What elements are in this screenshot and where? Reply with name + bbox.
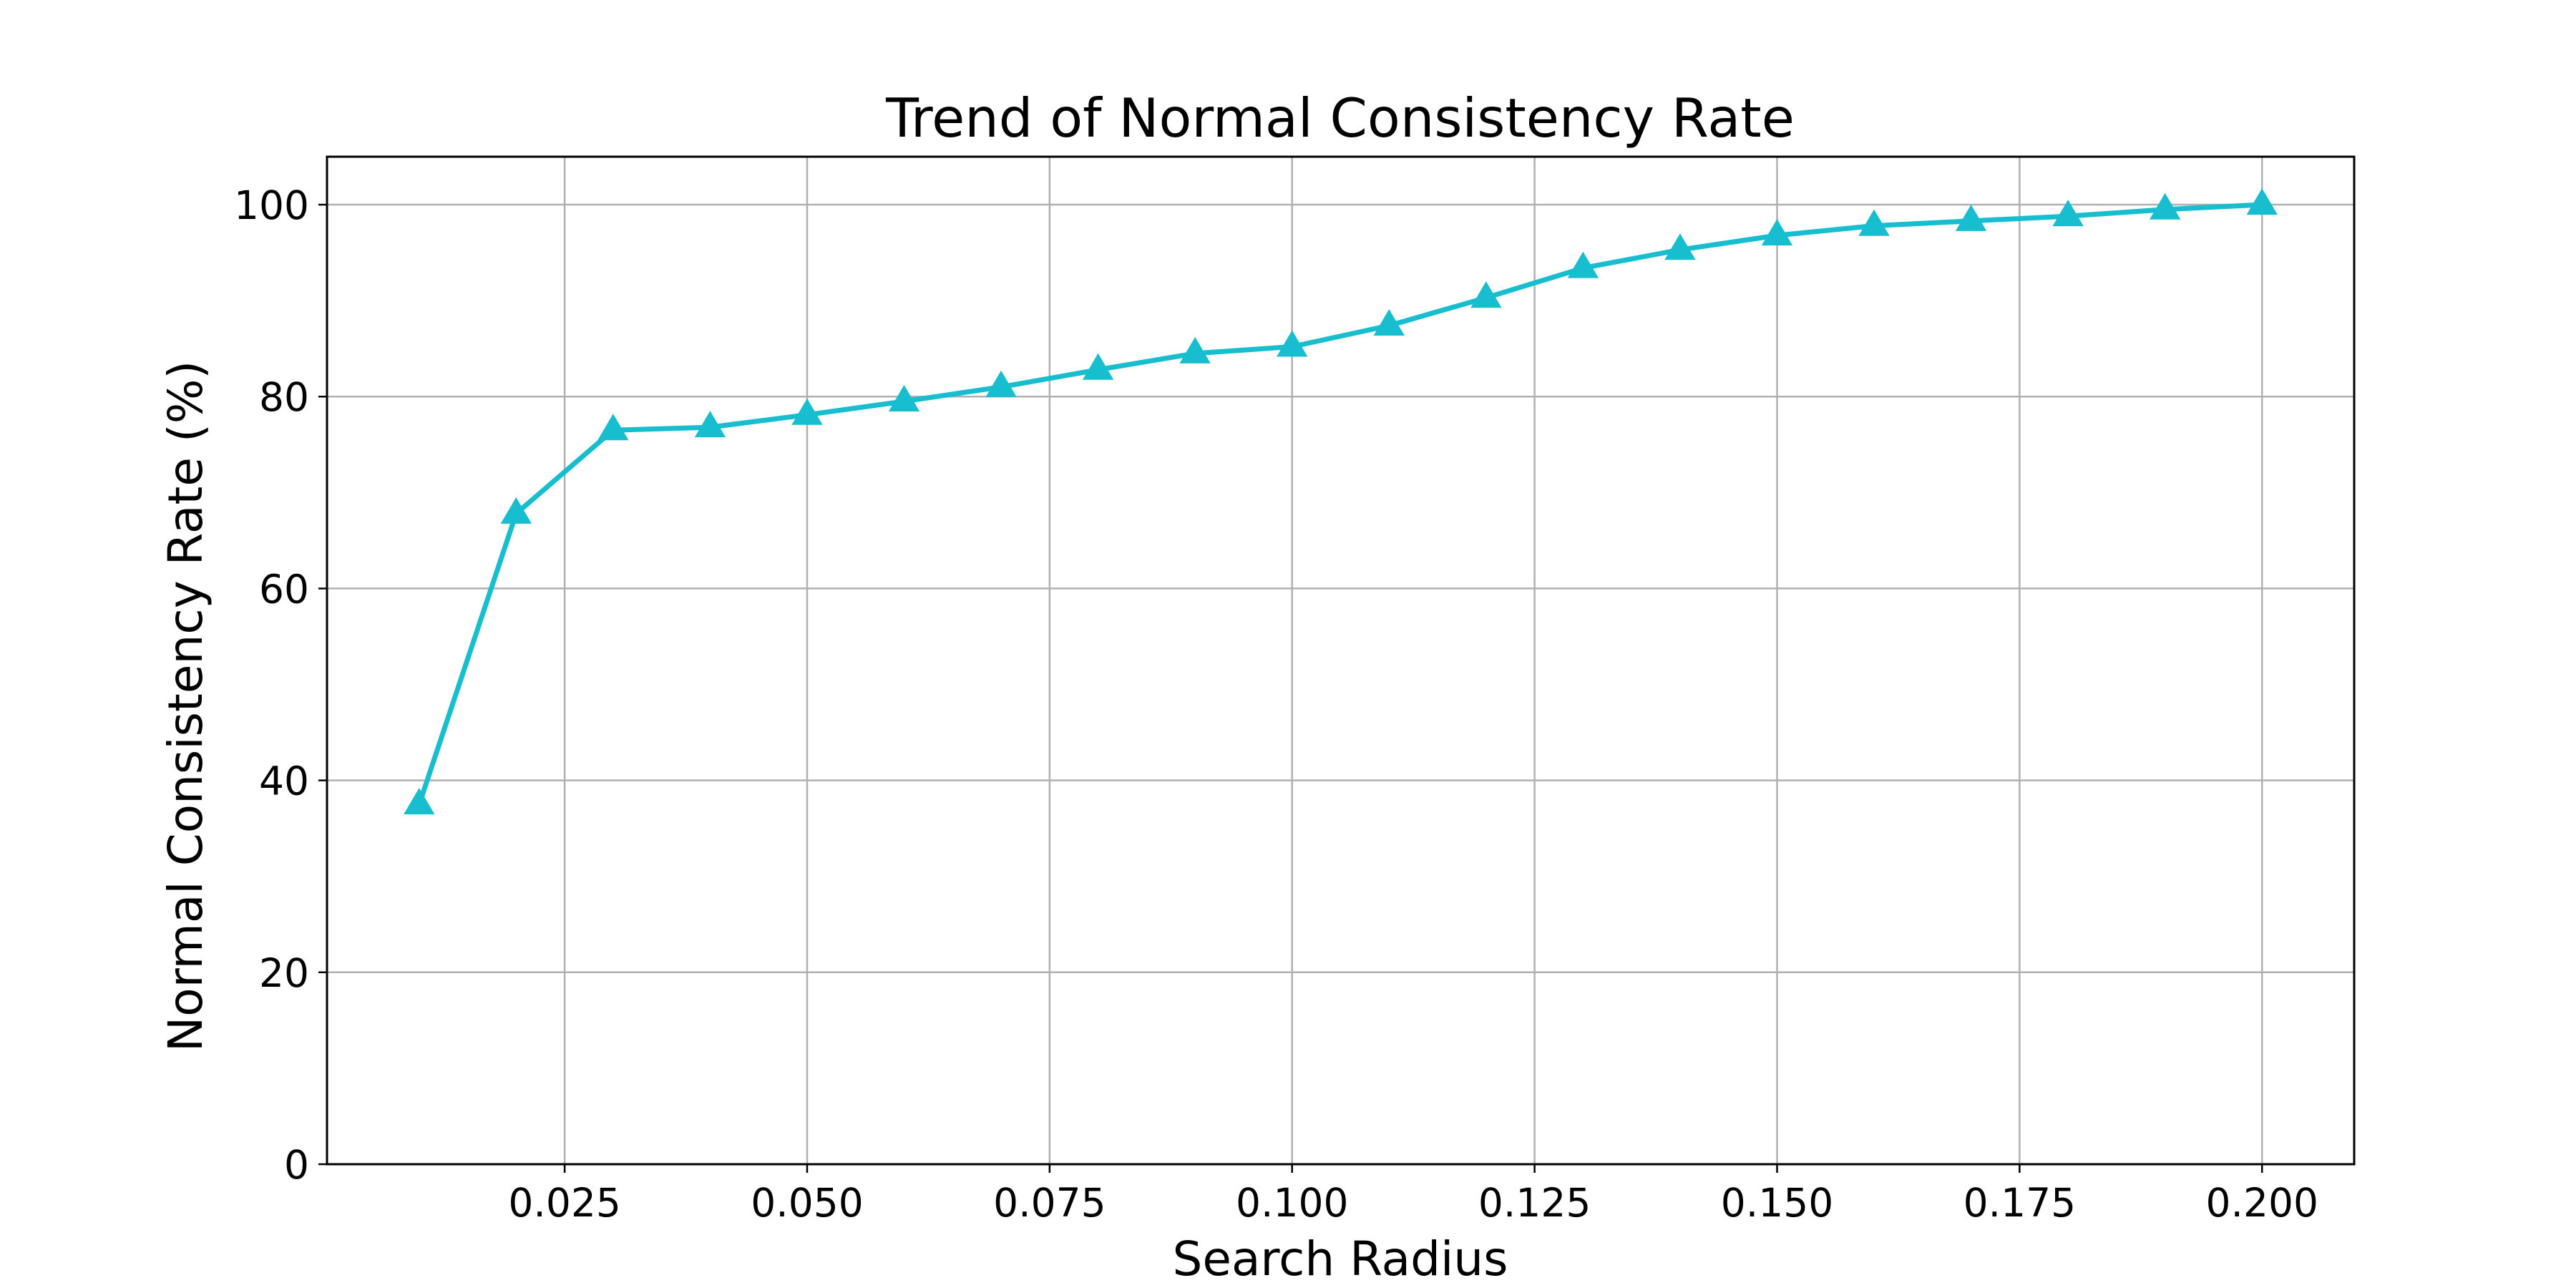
data-point-marker bbox=[1179, 336, 1211, 364]
series-layer bbox=[404, 188, 2278, 815]
data-point-marker bbox=[2246, 188, 2278, 215]
data-point-marker bbox=[2149, 192, 2181, 220]
data-point-marker bbox=[1664, 233, 1696, 260]
x-tick-label: 0.200 bbox=[2205, 1180, 2318, 1226]
data-point-marker bbox=[1858, 209, 1890, 236]
x-tick-label: 0.125 bbox=[1478, 1180, 1591, 1226]
y-axis-label: Normal Consistency Rate (%) bbox=[158, 361, 213, 1052]
x-tick-label: 0.050 bbox=[751, 1180, 863, 1226]
data-point-marker bbox=[1373, 309, 1405, 336]
y-tick-label: 40 bbox=[259, 758, 309, 804]
series-line bbox=[416, 202, 2263, 806]
x-tick-label: 0.150 bbox=[1721, 1180, 1833, 1226]
data-point-marker bbox=[791, 398, 823, 425]
y-tick-label: 0 bbox=[284, 1142, 309, 1188]
data-point-marker bbox=[1470, 281, 1502, 308]
data-point-marker bbox=[985, 370, 1017, 397]
data-point-marker bbox=[2052, 200, 2084, 227]
data-point-marker bbox=[404, 788, 435, 815]
data-point-marker bbox=[888, 384, 920, 411]
y-tick-label: 60 bbox=[259, 566, 309, 612]
x-tick-label: 0.100 bbox=[1236, 1180, 1348, 1226]
data-point-marker bbox=[1082, 353, 1114, 380]
y-tick-label: 100 bbox=[234, 182, 309, 228]
data-point-marker bbox=[1955, 204, 1987, 231]
x-tick-label: 0.025 bbox=[508, 1180, 620, 1226]
x-tick-label: 0.075 bbox=[993, 1180, 1106, 1226]
y-tick-label: 80 bbox=[259, 374, 309, 420]
y-tick-label: 20 bbox=[259, 950, 309, 996]
x-tick-label: 0.175 bbox=[1963, 1180, 2076, 1226]
x-axis-label: Search Radius bbox=[1172, 1231, 1508, 1287]
grid bbox=[327, 157, 2354, 1166]
data-point-marker bbox=[1567, 251, 1599, 278]
data-point-marker bbox=[1277, 330, 1308, 357]
y-axis: 0 20 40 60 80 100 bbox=[234, 182, 327, 1188]
data-point-marker bbox=[694, 411, 726, 438]
data-point-marker bbox=[500, 497, 532, 524]
data-point-marker bbox=[1761, 218, 1793, 245]
plot-frame bbox=[326, 155, 2356, 1166]
chart-title: Trend of Normal Consistency Rate bbox=[885, 87, 1795, 150]
x-axis: 0.025 0.050 0.075 0.100 0.125 0.150 0.175 0.200 bbox=[508, 1164, 2318, 1226]
data-point-marker bbox=[597, 414, 629, 441]
